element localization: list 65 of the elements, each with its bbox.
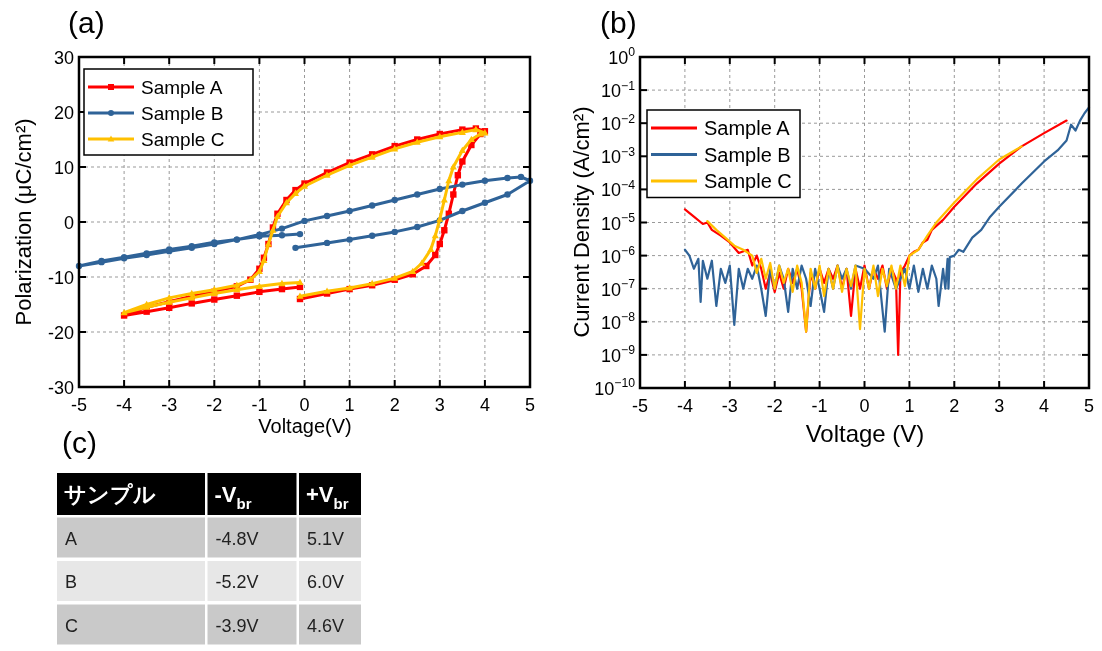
x-tick-label: 5 xyxy=(1083,396,1095,416)
y-tick-label: 30 xyxy=(53,48,74,68)
legend-label: Sample C xyxy=(704,170,792,192)
x-tick-label: -4 xyxy=(676,396,693,416)
legend-label: Sample B xyxy=(704,143,791,166)
category-label: C xyxy=(65,615,78,636)
text: (c) xyxy=(62,426,97,459)
x-tick-label: 3 xyxy=(434,395,445,415)
y-tick-label: 10 xyxy=(53,158,74,178)
y-tick-label: 10$^{−7}$ xyxy=(601,277,636,300)
legend-label: Sample B xyxy=(141,103,224,124)
x-tick-label: 2 xyxy=(389,395,400,415)
y-tick-label: 10$^{−8}$ xyxy=(601,310,636,333)
category-label: +V$_{br}$ xyxy=(306,482,349,512)
y-tick-label: -30 xyxy=(47,378,74,398)
category-label: -V$_{br}$ xyxy=(214,482,252,512)
legend-label: Sample A xyxy=(141,77,223,98)
x-tick-label: -3 xyxy=(161,395,178,415)
category-label: B xyxy=(65,572,78,592)
y-tick-label: 10$^{−4}$ xyxy=(601,177,636,201)
x-tick-label: -2 xyxy=(206,395,223,415)
y-tick-label: 10$^{−1}$ xyxy=(601,78,636,102)
x-tick-label: 4 xyxy=(479,395,490,415)
category-label: サンプル xyxy=(64,482,156,507)
y-tick-label: 10$^{−9}$ xyxy=(601,343,636,366)
y-tick-label: 10$^{−2}$ xyxy=(601,111,636,135)
text: 4.6V xyxy=(307,615,345,636)
text: 5.1V xyxy=(307,528,345,549)
y-tick-label: -20 xyxy=(47,323,74,343)
y-tick-label: 20 xyxy=(53,103,74,123)
y-axis-title: Current Density (A/cm²) xyxy=(569,106,594,338)
x-tick-label: -1 xyxy=(811,396,828,416)
x-tick-label: 3 xyxy=(994,396,1005,416)
x-axis-title: Voltage(V) xyxy=(258,415,352,437)
x-tick-label: -3 xyxy=(721,396,738,416)
x-tick-label: -1 xyxy=(251,395,268,415)
x-tick-label: 1 xyxy=(904,396,915,416)
x-tick-label: -5 xyxy=(70,395,88,415)
x-tick-label: 2 xyxy=(949,396,960,416)
y-tick-label: 10$^{−3}$ xyxy=(601,144,636,168)
x-tick-label: -2 xyxy=(766,396,783,416)
y-tick-label: 10$^{0}$ xyxy=(608,45,636,68)
legend-label: Sample C xyxy=(141,129,225,150)
text: -4.8V xyxy=(215,528,259,549)
text: -5.2V xyxy=(215,572,259,592)
chart-title: (b) xyxy=(600,6,637,39)
y-tick-label: 10$^{−6}$ xyxy=(601,244,636,267)
text: -3.9V xyxy=(215,615,259,636)
chart-title: (a) xyxy=(68,6,105,39)
x-tick-label: 5 xyxy=(524,395,536,415)
y-tick-label: 0 xyxy=(63,213,74,233)
x-tick-label: -5 xyxy=(631,396,649,416)
x-axis-title: Voltage (V) xyxy=(805,420,925,447)
x-tick-label: 4 xyxy=(1039,396,1050,416)
y-tick-label: -10 xyxy=(47,268,74,288)
y-tick-label: 10$^{−10}$ xyxy=(594,376,636,399)
x-tick-label: 0 xyxy=(299,395,310,415)
y-axis-title: Polarization (μC/cm²) xyxy=(11,118,36,326)
x-tick-label: 0 xyxy=(859,396,870,416)
y-tick-label: 10$^{−5}$ xyxy=(601,210,636,234)
text: 6.0V xyxy=(307,572,345,592)
x-tick-label: 1 xyxy=(344,395,355,415)
legend-label: Sample A xyxy=(704,117,791,139)
x-tick-label: -4 xyxy=(116,395,133,415)
category-label: A xyxy=(65,528,78,549)
